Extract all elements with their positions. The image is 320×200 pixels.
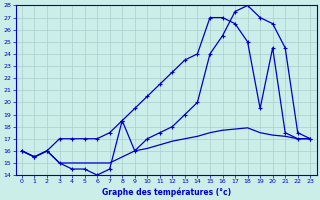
X-axis label: Graphe des températures (°c): Graphe des températures (°c): [101, 187, 231, 197]
